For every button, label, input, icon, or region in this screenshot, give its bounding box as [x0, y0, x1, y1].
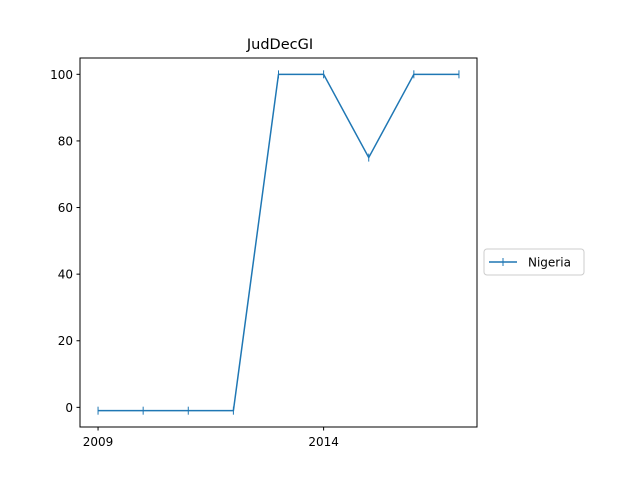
y-tick-label: 80	[58, 134, 73, 148]
series-layer	[97, 70, 460, 415]
x-tick-label: 2014	[308, 435, 339, 449]
x-tick-label: 2009	[83, 435, 114, 449]
y-tick-label: 20	[58, 334, 73, 348]
x-axis: 2009 2014	[83, 427, 339, 449]
legend: Nigeria	[483, 248, 585, 276]
plot-area	[79, 57, 478, 428]
y-axis: 0 20 40 60 80 100	[50, 68, 80, 415]
y-tick-label: 60	[58, 201, 73, 215]
legend-label: Nigeria	[528, 256, 571, 270]
legend-box	[483, 248, 585, 276]
y-tick-label: 0	[65, 401, 73, 415]
y-tick-label: 40	[58, 268, 73, 282]
chart-title: JudDecGI	[246, 37, 313, 53]
y-tick-label: 100	[50, 68, 73, 82]
